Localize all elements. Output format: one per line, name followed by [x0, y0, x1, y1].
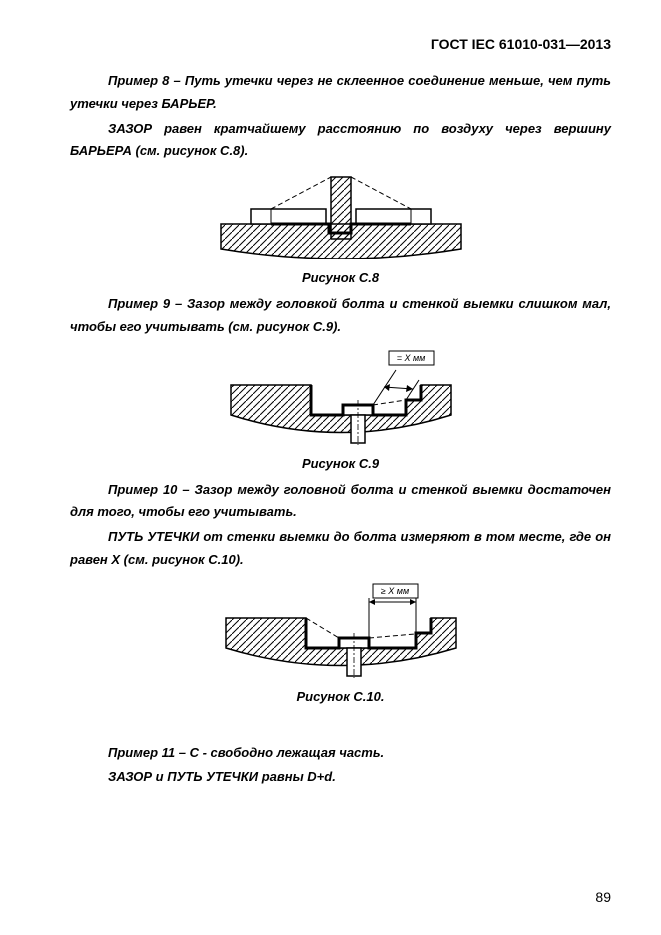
figure-c8-caption: Рисунок С.8: [70, 270, 611, 285]
doc-header: ГОСТ IEC 61010-031—2013: [70, 36, 611, 52]
dim-text-c9: = Х мм: [396, 353, 425, 363]
example-9-text: Пример 9 – Зазор между головкой болта и …: [70, 293, 611, 339]
page-number: 89: [595, 889, 611, 905]
dim-text-c10: ≥ Х мм: [380, 586, 408, 596]
spacer: [70, 712, 611, 742]
example-10-text-a: Пример 10 – Зазор между головной болта и…: [70, 479, 611, 525]
figure-c10-caption: Рисунок С.10.: [70, 689, 611, 704]
example-11-text-b: ЗАЗОР и ПУТЬ УТЕЧКИ равны D+d.: [70, 766, 611, 789]
example-8-text-a: Пример 8 – Путь утечки через не склеенно…: [70, 70, 611, 116]
figure-c10: ≥ Х мм: [70, 578, 611, 683]
example-8-text-b: ЗАЗОР равен кратчайшему расстоянию по во…: [70, 118, 611, 164]
figure-c9: = Х мм: [70, 345, 611, 450]
example-11-text-a: Пример 11 – С - свободно лежащая часть.: [70, 742, 611, 765]
dimension-label-c10: ≥ Х мм: [369, 584, 418, 638]
figure-c8-svg: [211, 169, 471, 259]
figure-c10-svg: ≥ Х мм: [211, 578, 471, 678]
figure-c9-caption: Рисунок С.9: [70, 456, 611, 471]
example-10-text-b: ПУТЬ УТЕЧКИ от стенки выемки до болта из…: [70, 526, 611, 572]
page: ГОСТ IEC 61010-031—2013 Пример 8 – Путь …: [0, 0, 661, 935]
figure-c9-svg: = Х мм: [211, 345, 471, 445]
figure-c8: [70, 169, 611, 264]
